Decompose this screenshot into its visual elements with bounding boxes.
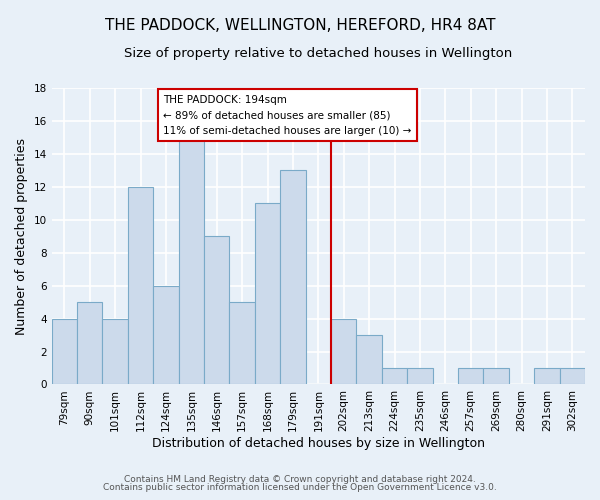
Bar [128,187,153,384]
Bar [77,302,103,384]
Bar [179,138,204,384]
Bar [458,368,484,384]
Text: THE PADDOCK: 194sqm
← 89% of detached houses are smaller (85)
11% of semi-detach: THE PADDOCK: 194sqm ← 89% of detached ho… [163,94,412,136]
Bar [407,368,433,384]
Bar [331,318,356,384]
Text: Contains public sector information licensed under the Open Government Licence v3: Contains public sector information licen… [103,483,497,492]
Bar [153,286,179,384]
Bar [255,204,280,384]
Bar [52,318,77,384]
Bar [280,170,305,384]
Bar [560,368,585,384]
Text: Contains HM Land Registry data © Crown copyright and database right 2024.: Contains HM Land Registry data © Crown c… [124,474,476,484]
Bar [204,236,229,384]
Bar [229,302,255,384]
Text: THE PADDOCK, WELLINGTON, HEREFORD, HR4 8AT: THE PADDOCK, WELLINGTON, HEREFORD, HR4 8… [105,18,495,32]
Bar [484,368,509,384]
Y-axis label: Number of detached properties: Number of detached properties [15,138,28,335]
Bar [103,318,128,384]
X-axis label: Distribution of detached houses by size in Wellington: Distribution of detached houses by size … [152,437,485,450]
Bar [534,368,560,384]
Bar [382,368,407,384]
Title: Size of property relative to detached houses in Wellington: Size of property relative to detached ho… [124,48,512,60]
Bar [356,335,382,384]
